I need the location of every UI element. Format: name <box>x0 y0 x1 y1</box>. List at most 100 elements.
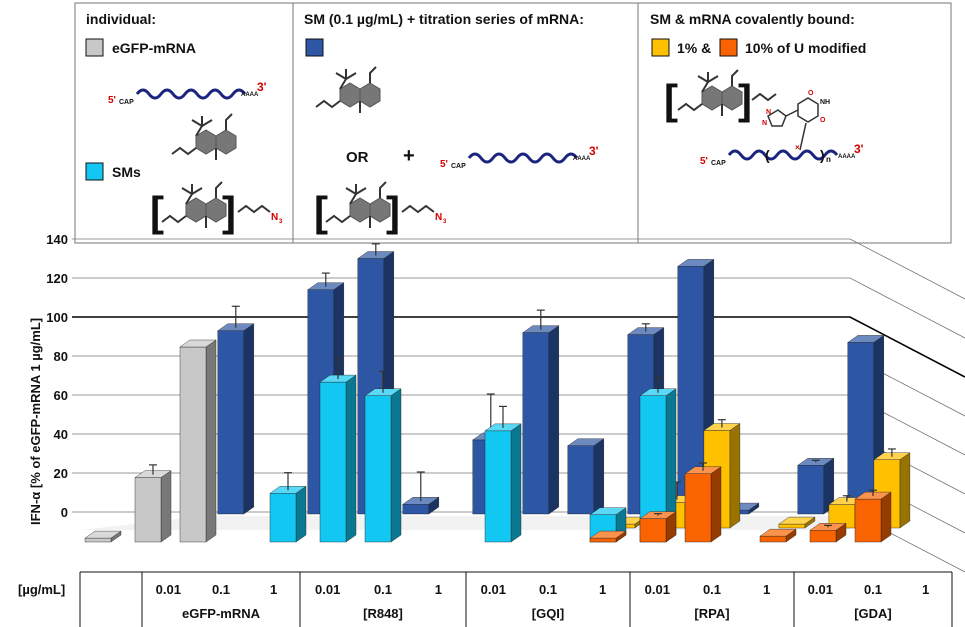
error-bar <box>371 243 380 256</box>
legend-swatch-10pct <box>719 38 738 57</box>
legend-10pct-label: 10% of U modified <box>745 40 866 56</box>
y-tick-label: 20 <box>54 466 68 481</box>
x-tick-label: 0.1 <box>212 582 230 597</box>
svg-text:5': 5' <box>108 95 116 106</box>
x-group-label: eGFP-mRNA <box>182 606 261 621</box>
legend-swatch-1pct <box>651 38 670 57</box>
bar <box>589 530 627 543</box>
legend-swatch-sm-mrna <box>305 38 324 57</box>
error-bar <box>334 357 342 380</box>
x-tick-label: 0.01 <box>156 582 181 597</box>
x-tick-label: 0.1 <box>864 582 882 597</box>
legend-sms-label: SMs <box>112 164 141 180</box>
svg-text:AAAA: AAAA <box>838 154 856 160</box>
svg-text:5': 5' <box>440 159 448 170</box>
y-tick-label: 0 <box>61 505 68 520</box>
y-tick-label: 40 <box>54 427 68 442</box>
error-bar <box>869 489 877 497</box>
conjugate-structure-icon: [ ] N N O NH O 5' CAP ( ) n × AAAA 3' <box>664 69 864 167</box>
legend-panel1-title: individual: <box>86 11 156 27</box>
bar <box>522 325 560 515</box>
error-bar <box>811 459 820 463</box>
legend-swatch-sms <box>85 162 104 181</box>
svg-text:): ) <box>820 147 825 163</box>
x-tick-label: 0.01 <box>315 582 340 597</box>
legend-1pct-label: 1% & <box>677 40 711 56</box>
svg-text:3': 3' <box>257 80 267 94</box>
error-bar <box>379 370 387 393</box>
bar <box>567 438 605 515</box>
legend-swatch-egfp <box>85 38 104 57</box>
bar <box>684 466 722 543</box>
x-tick-label: 0.1 <box>539 582 557 597</box>
error-bar <box>654 513 662 516</box>
svg-text:]: ] <box>386 188 400 235</box>
gridline <box>72 511 965 573</box>
svg-text:(: ( <box>765 147 770 163</box>
x-tick-label: 1 <box>922 582 929 597</box>
bar <box>364 388 402 543</box>
y-tick-label: 80 <box>54 349 68 364</box>
gridline <box>72 277 965 339</box>
bar <box>269 485 307 543</box>
x-group-label: [RPA] <box>694 606 729 621</box>
x-tick-label: 1 <box>763 582 770 597</box>
gridline <box>72 316 965 378</box>
x-tick-label: 0.01 <box>808 582 833 597</box>
x-tick-label: 0.1 <box>703 582 721 597</box>
bar <box>854 491 892 543</box>
svg-text:[: [ <box>150 188 164 235</box>
error-bar <box>231 305 240 328</box>
error-bar <box>536 309 545 330</box>
bar-series <box>84 243 911 543</box>
y-axis-title: IFN-α [% of eGFP-mRNA 1 µg/mL] <box>28 318 43 525</box>
svg-text:3': 3' <box>854 142 864 156</box>
gridline <box>72 394 965 456</box>
svg-text:NH: NH <box>820 99 830 106</box>
x-group-label: [GQI] <box>532 606 565 621</box>
svg-text:CAP: CAP <box>451 163 466 170</box>
error-bar <box>321 272 330 287</box>
svg-text:CAP: CAP <box>711 160 726 167</box>
x-tick-label: 0.01 <box>645 582 670 597</box>
error-bar <box>824 524 832 528</box>
error-bar <box>641 323 650 332</box>
error-bar <box>654 376 662 393</box>
bar <box>134 470 172 543</box>
legend-panel2-title: SM (0.1 µg/mL) + titration series of mRN… <box>304 11 584 27</box>
y-tick-label: 140 <box>46 232 68 247</box>
svg-text:[: [ <box>314 188 328 235</box>
bar <box>797 457 835 515</box>
gridline <box>72 355 965 417</box>
svg-text:3: 3 <box>443 219 447 225</box>
bar <box>484 423 522 543</box>
error-bar <box>284 472 292 491</box>
svg-text:N: N <box>766 109 771 116</box>
svg-text:CAP: CAP <box>119 99 134 106</box>
svg-text:N: N <box>762 120 767 127</box>
bar <box>84 530 122 543</box>
error-bar <box>499 405 507 428</box>
svg-text:O: O <box>808 90 814 97</box>
mrna-structure-icon: 5' CAP AAAA 3' <box>440 144 599 170</box>
y-axis-ticks: 0 20 40 60 80 100 120 140 <box>46 232 68 520</box>
bar <box>639 511 677 543</box>
mrna-structure-icon: 5' CAP AAAA 3' <box>108 80 267 106</box>
legend-panel3-title: SM & mRNA covalently bound: <box>650 11 855 27</box>
x-tick-label: 0.01 <box>481 582 506 597</box>
svg-text:N: N <box>435 212 442 223</box>
legend-plus-text: + <box>403 145 415 167</box>
svg-text:O: O <box>820 117 826 124</box>
legend-or-text: OR <box>346 149 369 166</box>
error-bar <box>149 464 157 475</box>
x-unit-label: [µg/mL] <box>18 582 65 597</box>
y-tick-label: 60 <box>54 388 68 403</box>
x-tick-label: 1 <box>435 582 442 597</box>
svg-text:×: × <box>795 143 800 152</box>
y-tick-label: 100 <box>46 310 68 325</box>
gridline <box>72 238 965 300</box>
svg-text:]: ] <box>738 76 752 123</box>
legend-egfp-label: eGFP-mRNA <box>112 40 196 56</box>
x-tick-label: 1 <box>599 582 606 597</box>
